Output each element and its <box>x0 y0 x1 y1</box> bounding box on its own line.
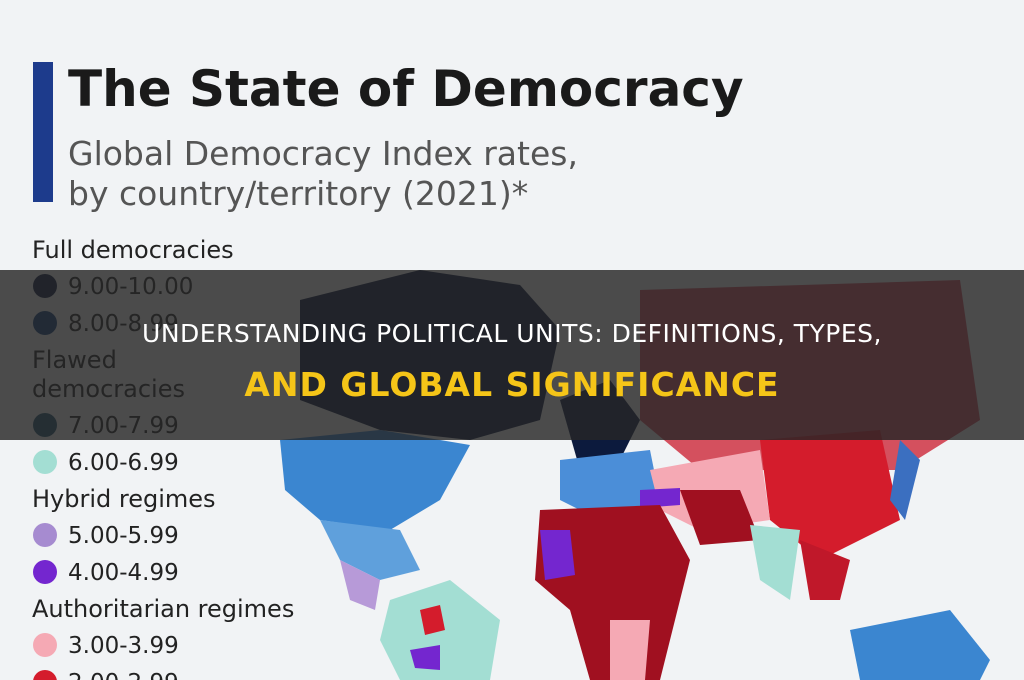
legend-label: 6.00-6.99 <box>68 450 179 476</box>
banner-text: UNDERSTANDING POLITICAL UNITS: DEFINITIO… <box>142 319 882 404</box>
legend-label: 4.00-4.99 <box>68 560 179 586</box>
legend-swatch <box>33 633 57 657</box>
europe <box>560 450 660 520</box>
legend-label: 5.00-5.99 <box>68 523 179 549</box>
banner <box>0 270 1024 440</box>
legend-swatch <box>33 523 57 547</box>
subtitle-line: by country/territory (2021)* <box>68 174 528 213</box>
middle-east <box>680 490 760 545</box>
legend-heading: Full democracies <box>32 236 234 264</box>
banner-line: UNDERSTANDING POLITICAL UNITS: DEFINITIO… <box>142 319 882 348</box>
subtitle-line: Global Democracy Index rates, <box>68 134 578 173</box>
mexico <box>340 560 380 610</box>
subtitle: Global Democracy Index rates,by country/… <box>68 134 578 213</box>
north-america <box>280 430 470 530</box>
legend-swatch <box>33 560 57 584</box>
accent-bar <box>33 62 53 202</box>
australia <box>850 610 990 680</box>
legend-heading: Hybrid regimes <box>32 485 216 513</box>
legend-heading: Authoritarian regimes <box>32 595 294 623</box>
usa <box>320 520 420 580</box>
turkey <box>640 488 680 508</box>
legend-label: 3.00-3.99 <box>68 633 179 659</box>
southeast-asia <box>800 540 850 600</box>
venezuela <box>420 605 445 635</box>
india <box>750 525 800 600</box>
bolivia <box>410 645 440 670</box>
africa <box>535 505 690 680</box>
china <box>760 430 900 560</box>
southern-africa <box>610 620 650 680</box>
banner-line: AND GLOBAL SIGNIFICANCE <box>244 365 779 404</box>
japan <box>890 440 920 520</box>
title: The State of Democracy <box>68 60 744 118</box>
west-africa <box>540 530 575 580</box>
legend-swatch <box>33 670 57 680</box>
legend-label: 2.00-2.99 <box>68 670 179 680</box>
legend-swatch <box>33 450 57 474</box>
